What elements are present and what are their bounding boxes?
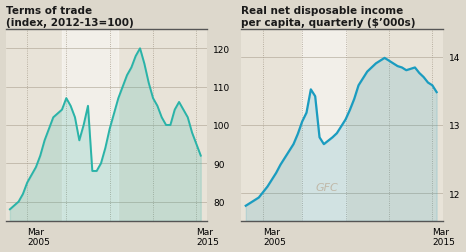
Text: GFC: GFC <box>315 182 338 192</box>
Text: Real net disposable income
per capita, quarterly ($’000s): Real net disposable income per capita, q… <box>241 6 416 28</box>
Bar <box>62 30 118 221</box>
Text: Terms of trade
(index, 2012-13=100): Terms of trade (index, 2012-13=100) <box>6 6 133 28</box>
Bar <box>302 30 345 221</box>
